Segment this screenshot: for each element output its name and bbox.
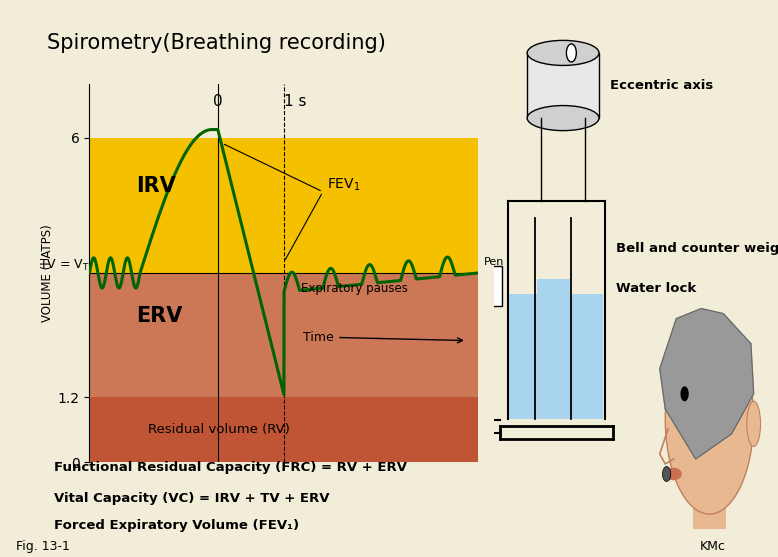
Text: Eccentric axis: Eccentric axis (610, 79, 713, 92)
Bar (89, 273, 478, 397)
Ellipse shape (527, 40, 599, 65)
Bar (527, 53, 599, 118)
Text: TV = V$_\mathregular{T}$: TV = V$_\mathregular{T}$ (39, 257, 89, 273)
Text: Expiratory pauses: Expiratory pauses (302, 282, 408, 295)
Bar (89, 138, 478, 273)
Text: Pen: Pen (484, 257, 505, 267)
Polygon shape (660, 309, 754, 459)
Text: KMc: KMc (700, 540, 726, 553)
Text: Bell and counter weight: Bell and counter weight (615, 242, 778, 255)
Text: 0: 0 (213, 94, 223, 109)
Bar (89, 397, 478, 462)
Text: ERV: ERV (136, 306, 183, 326)
Ellipse shape (527, 105, 599, 130)
Ellipse shape (665, 324, 754, 514)
Text: Spirometry(Breathing recording): Spirometry(Breathing recording) (47, 33, 386, 53)
Ellipse shape (747, 401, 761, 447)
Text: Residual volume (RV): Residual volume (RV) (148, 423, 289, 436)
Bar (537, 278, 570, 419)
Circle shape (663, 466, 671, 481)
Ellipse shape (665, 468, 682, 480)
Text: Fig. 13-1: Fig. 13-1 (16, 540, 69, 553)
Bar (510, 294, 603, 419)
Bar (485, 266, 503, 306)
Text: Time: Time (303, 330, 462, 344)
Text: IRV: IRV (136, 176, 176, 196)
Circle shape (681, 387, 689, 401)
Text: 1 s: 1 s (284, 94, 307, 109)
Text: Functional Residual Capacity (FRC) = RV + ERV: Functional Residual Capacity (FRC) = RV … (54, 461, 408, 473)
Text: Water lock: Water lock (615, 282, 696, 295)
Circle shape (566, 44, 576, 62)
Text: FEV$_\mathregular{1}$: FEV$_\mathregular{1}$ (327, 177, 360, 193)
Text: Vital Capacity (VC) = IRV + TV + ERV: Vital Capacity (VC) = IRV + TV + ERV (54, 492, 330, 505)
Text: Forced Expiratory Volume (FEV₁): Forced Expiratory Volume (FEV₁) (54, 519, 300, 532)
Bar (693, 469, 726, 544)
Y-axis label: VOLUME (l ATPS): VOLUME (l ATPS) (40, 224, 54, 322)
